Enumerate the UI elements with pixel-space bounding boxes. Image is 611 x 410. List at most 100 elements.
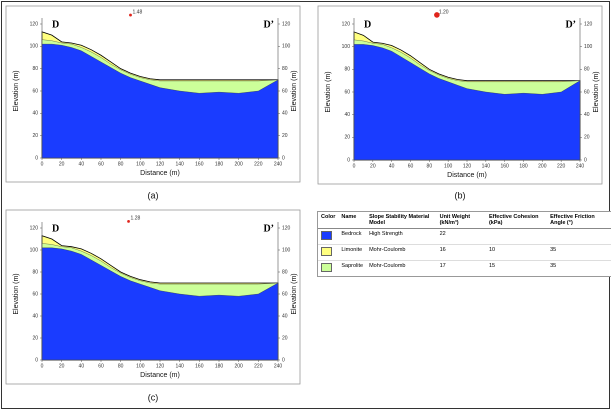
header-cell: Effective Cohesion (kPa) [486, 212, 547, 229]
y-tick-label: 40 [32, 313, 38, 319]
x-tick-label: 100 [136, 161, 145, 167]
y2-tick-label: 0 [282, 357, 285, 363]
header-cell: Slope Stability Material Model [366, 212, 437, 229]
x-axis-label: Distance (m) [140, 170, 180, 177]
factor-of-safety: 1.48 [133, 9, 143, 15]
table-cell: Mohr-Coulomb [366, 245, 437, 261]
table-body: BedrockHigh Strength22LimoniteMohr-Coulo… [318, 229, 611, 277]
x-tick-label: 0 [41, 363, 44, 369]
x-tick-label: 80 [118, 363, 124, 369]
y2-tick-label: 60 [584, 89, 590, 95]
table-header: ColorNameSlope Stability Material ModelU… [318, 212, 611, 229]
color-cell [318, 245, 338, 261]
x-tick-label: 240 [274, 161, 283, 167]
y-tick-label: 60 [344, 89, 350, 95]
y2-tick-label: 0 [282, 155, 285, 161]
y-tick-label: 120 [30, 21, 39, 27]
page: 0204060801001201401601802002202400020204… [0, 0, 611, 410]
section-start-label: D [52, 19, 59, 30]
x-axis-label: Distance (m) [140, 372, 180, 379]
x-tick-label: 100 [444, 163, 453, 169]
table-cell: 16 [437, 245, 486, 261]
color-swatch [321, 263, 332, 272]
header-cell: Name [338, 212, 366, 229]
y2-tick-label: 40 [282, 313, 288, 319]
x-tick-label: 160 [500, 163, 509, 169]
x-tick-label: 240 [576, 163, 585, 169]
y2-tick-label: 20 [282, 133, 288, 139]
y-tick-label: 40 [344, 112, 350, 118]
section-end-label: D’ [565, 19, 576, 30]
table-cell: Limonite [338, 245, 366, 261]
x-tick-label: 20 [59, 363, 65, 369]
x-tick-label: 40 [79, 161, 85, 167]
section-end-label: D’ [263, 223, 274, 234]
section-end-label: D’ [263, 19, 274, 30]
factor-of-safety: 1.28 [131, 216, 141, 222]
x-tick-label: 200 [538, 163, 547, 169]
x-tick-label: 100 [136, 363, 145, 369]
x-tick-label: 140 [175, 161, 184, 167]
x-tick-label: 220 [254, 161, 263, 167]
table-cell: 35 [547, 261, 611, 277]
header-cell: Effective Friction Angle (°) [547, 212, 611, 229]
table-cell: Mohr-Coulomb [366, 261, 437, 277]
y2-tick-label: 100 [584, 44, 593, 50]
x-tick-label: 20 [59, 161, 65, 167]
x-tick-label: 240 [274, 363, 283, 369]
color-swatch [321, 231, 332, 240]
y2-tick-label: 120 [282, 21, 291, 27]
panel-caption: (a) [148, 190, 159, 200]
x-tick-label: 160 [195, 161, 204, 167]
y2-tick-label: 100 [282, 44, 291, 50]
y-tick-label: 80 [32, 66, 38, 72]
figure: 0204060801001201401601802002202400020204… [0, 0, 611, 410]
x-tick-label: 40 [389, 163, 395, 169]
header-cell: Unit Weight (kN/m³) [437, 212, 486, 229]
x-tick-label: 80 [427, 163, 433, 169]
table-cell: Bedrock [338, 229, 366, 245]
color-cell [318, 261, 338, 277]
x-tick-label: 200 [234, 363, 243, 369]
y-tick-label: 20 [344, 135, 350, 141]
x-tick-label: 220 [557, 163, 566, 169]
section-start-label: D [52, 223, 59, 234]
y2-tick-label: 20 [282, 335, 288, 341]
color-cell [318, 229, 338, 245]
y-tick-label: 40 [32, 111, 38, 117]
header-cell: Color [318, 212, 338, 229]
x-tick-label: 120 [156, 363, 165, 369]
slip-center [127, 220, 130, 223]
y-tick-label: 120 [342, 21, 351, 27]
y2-tick-label: 20 [584, 135, 590, 141]
y-tick-label: 80 [344, 67, 350, 73]
x-tick-label: 180 [215, 363, 224, 369]
y2-tick-label: 120 [584, 21, 593, 27]
y2-tick-label: 0 [584, 157, 587, 163]
x-tick-label: 120 [156, 161, 165, 167]
x-tick-label: 140 [482, 163, 491, 169]
y2-tick-label: 80 [282, 66, 288, 72]
table-cell: High Strength [366, 229, 437, 245]
y-tick-label: 120 [30, 225, 39, 231]
y2-tick-label: 60 [282, 88, 288, 94]
y-tick-label: 20 [32, 133, 38, 139]
y2-tick-label: 80 [584, 67, 590, 73]
y-axis-label: Elevation (m) [13, 70, 20, 111]
table-cell: 22 [437, 229, 486, 245]
y2-tick-label: 100 [282, 247, 291, 253]
x-tick-label: 20 [370, 163, 376, 169]
y-tick-label: 100 [30, 247, 39, 253]
factor-of-safety: 1.20 [439, 9, 449, 15]
x-tick-label: 60 [98, 161, 104, 167]
color-swatch [321, 247, 332, 256]
table-cell: 15 [486, 261, 547, 277]
x-tick-label: 40 [79, 363, 85, 369]
y-tick-label: 60 [32, 88, 38, 94]
y2-tick-label: 60 [282, 291, 288, 297]
x-tick-label: 160 [195, 363, 204, 369]
x-tick-label: 140 [175, 363, 184, 369]
